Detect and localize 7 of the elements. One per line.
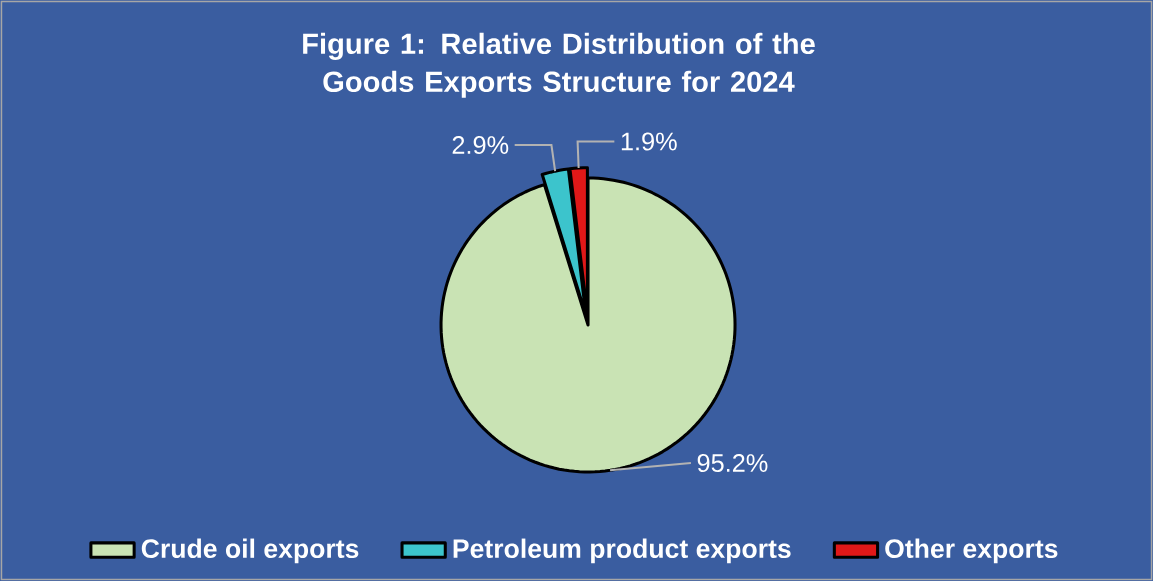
legend-label: Crude oil exports	[141, 538, 359, 564]
data-label: 1.9%	[621, 132, 677, 151]
legend-label: Petroleum product exports	[453, 538, 791, 564]
data-label: 95.2%	[697, 454, 768, 472]
data-label: 2.9%	[452, 136, 509, 155]
legend-label: Other exports	[885, 538, 1058, 564]
chart-title: Figure 1: Relative Distribution of the Goods Exports Structure for 2024	[303, 32, 815, 98]
